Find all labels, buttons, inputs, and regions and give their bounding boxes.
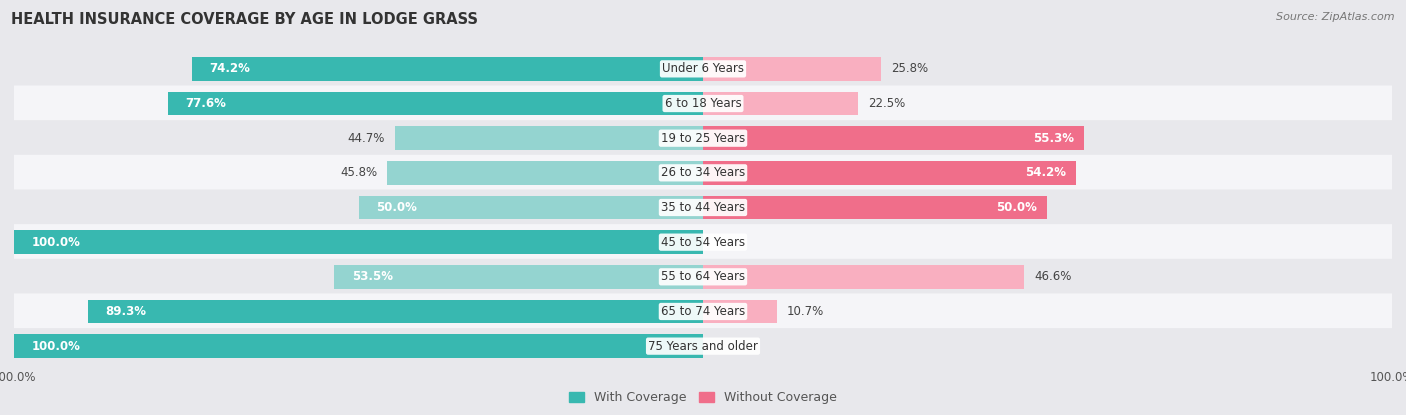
Text: 77.6%: 77.6% [186,97,226,110]
Bar [388,161,703,185]
Text: 10.7%: 10.7% [787,305,824,318]
Text: Source: ZipAtlas.com: Source: ZipAtlas.com [1277,12,1395,22]
Text: 100.0%: 100.0% [31,339,80,353]
FancyBboxPatch shape [14,155,1392,191]
FancyBboxPatch shape [14,120,1392,156]
Bar [14,230,703,254]
Text: 46.6%: 46.6% [1035,270,1071,283]
Text: 75 Years and older: 75 Years and older [648,339,758,353]
Bar [703,161,1077,185]
Bar [703,196,1047,219]
Text: 26 to 34 Years: 26 to 34 Years [661,166,745,179]
Bar [703,92,858,115]
Text: HEALTH INSURANCE COVERAGE BY AGE IN LODGE GRASS: HEALTH INSURANCE COVERAGE BY AGE IN LODG… [11,12,478,27]
FancyBboxPatch shape [14,190,1392,225]
Bar [87,300,703,323]
Text: 55 to 64 Years: 55 to 64 Years [661,270,745,283]
Text: 50.0%: 50.0% [375,201,416,214]
Text: 89.3%: 89.3% [105,305,146,318]
Bar [703,300,776,323]
Text: 53.5%: 53.5% [352,270,392,283]
FancyBboxPatch shape [14,293,1392,330]
Text: 25.8%: 25.8% [891,62,928,76]
Text: 54.2%: 54.2% [1025,166,1066,179]
Text: 45 to 54 Years: 45 to 54 Years [661,236,745,249]
Bar [359,196,703,219]
Bar [703,265,1024,288]
FancyBboxPatch shape [14,224,1392,260]
Text: 19 to 25 Years: 19 to 25 Years [661,132,745,145]
FancyBboxPatch shape [14,259,1392,295]
Bar [191,57,703,81]
FancyBboxPatch shape [14,85,1392,122]
Bar [14,334,703,358]
FancyBboxPatch shape [14,51,1392,87]
Text: 74.2%: 74.2% [209,62,250,76]
Text: 55.3%: 55.3% [1032,132,1074,145]
Text: 45.8%: 45.8% [340,166,377,179]
Text: 100.0%: 100.0% [31,236,80,249]
Bar [395,127,703,150]
Legend: With Coverage, Without Coverage: With Coverage, Without Coverage [564,386,842,410]
Text: 50.0%: 50.0% [997,201,1038,214]
Text: 44.7%: 44.7% [347,132,385,145]
Text: 6 to 18 Years: 6 to 18 Years [665,97,741,110]
Bar [703,127,1084,150]
FancyBboxPatch shape [14,328,1392,364]
Text: Under 6 Years: Under 6 Years [662,62,744,76]
Text: 65 to 74 Years: 65 to 74 Years [661,305,745,318]
Text: 22.5%: 22.5% [869,97,905,110]
Bar [335,265,703,288]
Bar [169,92,703,115]
Bar [703,57,880,81]
Text: 35 to 44 Years: 35 to 44 Years [661,201,745,214]
